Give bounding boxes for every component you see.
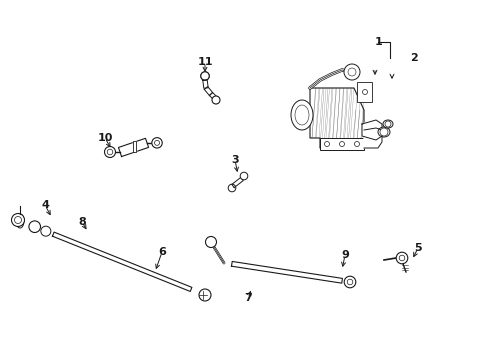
Circle shape [324,141,329,147]
Circle shape [395,252,407,264]
Polygon shape [231,261,342,283]
Circle shape [41,226,51,236]
Circle shape [107,149,113,155]
Text: 1: 1 [373,37,381,47]
Ellipse shape [16,214,24,228]
Circle shape [205,237,216,248]
Circle shape [346,279,352,285]
Text: 6: 6 [158,247,165,257]
Circle shape [362,90,367,94]
Bar [319,138,363,150]
Polygon shape [209,93,216,100]
Polygon shape [309,88,363,148]
Text: 8: 8 [78,217,86,227]
Polygon shape [231,177,243,188]
Polygon shape [204,87,212,95]
Circle shape [12,213,24,226]
Circle shape [201,72,209,80]
Ellipse shape [200,291,205,299]
Circle shape [29,221,41,233]
Text: 2: 2 [409,53,417,63]
Circle shape [240,172,247,180]
Polygon shape [361,120,381,140]
Polygon shape [52,232,191,292]
Text: 3: 3 [231,155,238,165]
Text: 10: 10 [97,133,112,143]
Text: 5: 5 [413,243,421,253]
Polygon shape [118,138,148,157]
Circle shape [344,276,355,288]
Circle shape [354,141,359,147]
Circle shape [347,68,355,76]
Circle shape [379,128,387,136]
Circle shape [199,289,210,301]
Circle shape [343,64,359,80]
Circle shape [154,140,159,145]
Ellipse shape [294,105,308,125]
Circle shape [15,216,21,224]
Circle shape [384,121,390,127]
Text: 9: 9 [340,250,348,260]
Circle shape [339,141,344,147]
Ellipse shape [290,100,312,130]
Polygon shape [203,80,208,88]
Ellipse shape [382,120,392,128]
Ellipse shape [377,127,389,137]
Text: 7: 7 [244,293,251,303]
Circle shape [228,184,235,192]
Text: 11: 11 [197,57,212,67]
Circle shape [212,96,220,104]
Circle shape [398,255,404,261]
Ellipse shape [31,223,39,233]
Polygon shape [133,141,136,152]
Circle shape [104,147,115,158]
Bar [356,82,371,102]
Text: 4: 4 [41,200,49,210]
Circle shape [201,72,209,80]
Circle shape [152,138,162,148]
Polygon shape [363,128,381,148]
